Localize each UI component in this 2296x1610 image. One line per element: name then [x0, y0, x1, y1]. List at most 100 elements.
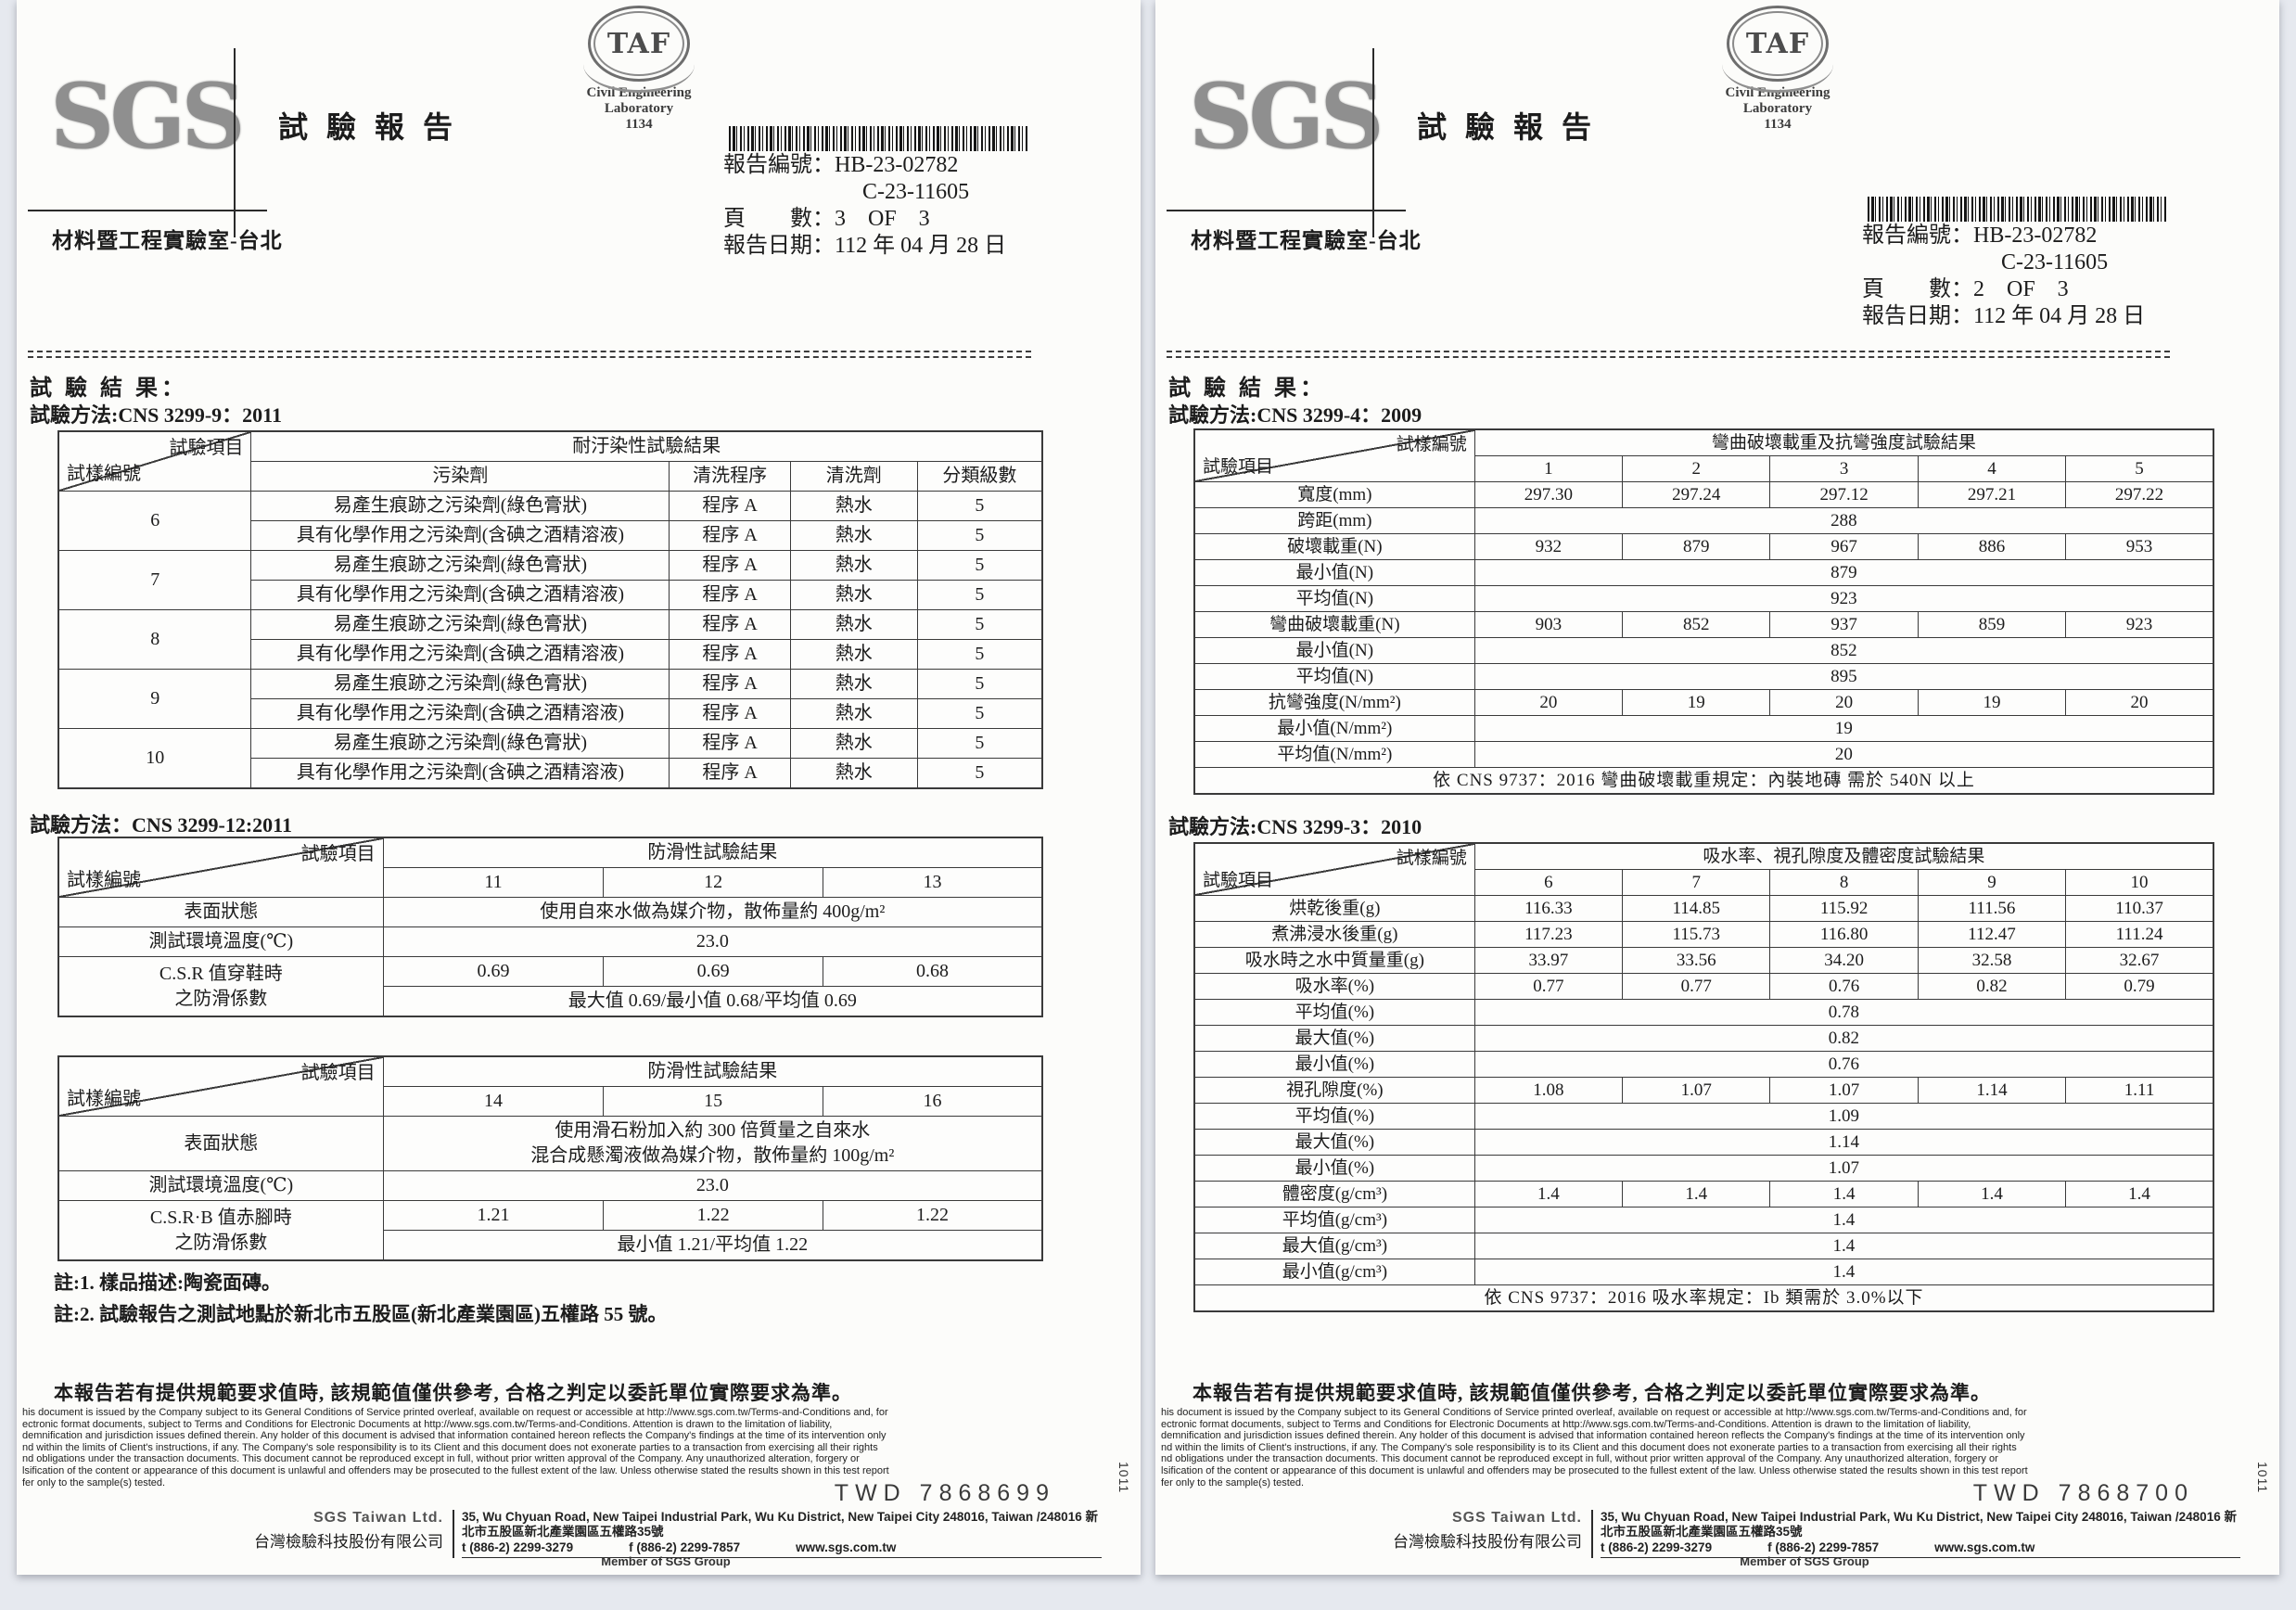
- logo-divider-line: [1372, 48, 1374, 237]
- table-cell: 953: [2065, 533, 2214, 560]
- signature-divider: [453, 1510, 454, 1558]
- table-cell: 886: [1917, 533, 2067, 560]
- table-cell: 9: [57, 669, 252, 729]
- table-cell: 1.07: [1769, 1077, 1919, 1104]
- table-cell: 彎曲破壞載重(N): [1193, 611, 1475, 638]
- taf-accreditation-logo: TAF Civil Engineering Laboratory 1134: [569, 6, 708, 133]
- company-names: SGS Taiwan Ltd. 台灣檢驗科技股份有限公司: [1313, 1510, 1591, 1558]
- table-cell: 1: [1473, 455, 1624, 482]
- table-row: 試樣編號 試驗項目 彎曲破壞載重及抗彎強度試驗結果: [1193, 428, 2214, 482]
- diagonal-header-cell: 試樣編號 試驗項目: [1193, 842, 1475, 896]
- table-cell-line: C.S.R·B 值赤腳時: [149, 1207, 292, 1228]
- page-title: 試驗報告: [1417, 110, 1611, 144]
- table-cell: 程序 A: [669, 609, 791, 640]
- table-cell: 最小值(%): [1193, 1051, 1475, 1078]
- table-cell: 最小值(N): [1193, 559, 1475, 586]
- table-row: 7 易產生痕跡之污染劑(綠色膏狀) 程序 A 熱水 5: [57, 550, 1043, 610]
- table-row: 破壞載重(N) 932 879 967 886 953: [1193, 533, 2214, 560]
- company-contact: 35, Wu Chyuan Road, New Taipei Industria…: [1601, 1510, 2240, 1558]
- side-code: 1011: [1116, 1462, 1131, 1494]
- table-cell: 清洗程序: [669, 461, 791, 492]
- table-cell: 20: [1473, 689, 1624, 716]
- table-cell: 1.4: [1473, 1181, 1624, 1208]
- table-row: 視孔隙度(%) 1.08 1.07 1.07 1.14 1.11: [1193, 1077, 2214, 1104]
- signature-divider: [1591, 1510, 1593, 1558]
- table-row: 最大值(g/cm³) 1.4: [1193, 1233, 2214, 1259]
- table-cell: 0.76: [1769, 973, 1919, 1000]
- table-row: 煮沸浸水後重(g) 117.23 115.73 116.80 112.47 111.24: [1193, 921, 2214, 948]
- table-cell: 熱水: [789, 580, 918, 610]
- table-row: 具有化學作用之污染劑(含碘之酒精溶液) 程序 A 熱水 5: [58, 758, 1043, 789]
- phone: t (886-2) 2299-3279: [462, 1540, 574, 1554]
- table-cell: 烘乾後重(g): [1193, 895, 1475, 922]
- taf-wreath-icon: [1722, 36, 1833, 93]
- page-count-line: 頁 數：3 OF 3: [723, 207, 930, 231]
- table-cell: 932: [1473, 533, 1624, 560]
- table-cell: 903: [1473, 611, 1624, 638]
- report-info-block: 報告編號：HB-23-02782 C-23-11605 頁 數：2 OF 3 報…: [1862, 197, 2196, 329]
- corner-top-label: 試驗項目: [300, 1063, 376, 1083]
- table-cell: 1.22: [603, 1200, 823, 1231]
- table-cell: 117.23: [1473, 921, 1624, 948]
- result-heading: 試 驗 結 果：: [1168, 377, 1326, 401]
- table-cell: 1.4: [2065, 1181, 2214, 1208]
- table-cell: 平均值(g/cm³): [1193, 1207, 1475, 1233]
- taf-oval-icon: TAF: [1722, 6, 1833, 93]
- table-row: 跨距(mm) 288: [1193, 507, 2214, 534]
- company-name-zh: 台灣檢驗科技股份有限公司: [1393, 1533, 1582, 1551]
- table-row: 6 易產生痕跡之污染劑(綠色膏狀) 程序 A 熱水 5: [57, 491, 1043, 551]
- table-cell: 表面狀態: [57, 897, 384, 927]
- table-cell: 1.07: [1473, 1155, 2214, 1182]
- report-date-line: 報告日期：112 年 04 月 28 日: [1862, 304, 2146, 328]
- table-cell: 使用滑石粉加入約 300 倍質量之自來水 混合成懸濁液做為媒介物，散佈量約 100…: [382, 1116, 1043, 1171]
- table-row: 表面狀態 使用滑石粉加入約 300 倍質量之自來水 混合成懸濁液做為媒介物，散佈量約…: [57, 1116, 1043, 1171]
- company-name-en: SGS Taiwan Ltd.: [313, 1510, 443, 1526]
- table-cell: 288: [1473, 507, 2214, 534]
- table-cell: 最小值(N/mm²): [1193, 715, 1475, 742]
- table-cell: 15: [603, 1086, 823, 1117]
- table-cell: 879: [1622, 533, 1771, 560]
- table-row: C.S.R 值穿鞋時 之防滑係數 0.69 0.69 0.68: [57, 956, 1043, 1017]
- table-cell: 熱水: [789, 728, 918, 759]
- water-absorption-table: 試樣編號 試驗項目 吸水率、視孔隙度及體密度試驗結果 6 7 8 9 10 烘乾後重(g) 116…: [1193, 842, 2214, 1312]
- fax: f (886-2) 2299-7857: [629, 1540, 741, 1554]
- page-count-line: 頁 數：2 OF 3: [1862, 277, 2069, 301]
- table-cell: 1.11: [2065, 1077, 2214, 1104]
- table-cell: 跨距(mm): [1193, 507, 1475, 534]
- table-row: 平均值(N/mm²) 20: [1193, 741, 2214, 768]
- table-cell: 最大值(%): [1193, 1129, 1475, 1156]
- table-cell: 平均值(%): [1193, 999, 1475, 1026]
- table-row: 8 易產生痕跡之污染劑(綠色膏狀) 程序 A 熱水 5: [57, 609, 1043, 670]
- twd-serial-number: TWD 7868700: [1972, 1480, 2194, 1506]
- table-cell: 297.24: [1622, 481, 1771, 508]
- logo-divider-line: [234, 48, 236, 237]
- table-cell: 具有化學作用之污染劑(含碘之酒精溶液): [250, 758, 670, 789]
- table-cell: 111.56: [1917, 895, 2067, 922]
- table-cell: 5: [916, 639, 1043, 670]
- table-cell: 5: [916, 758, 1043, 789]
- table-row: 試驗項目 試樣編號 防滑性試驗結果: [57, 1055, 1043, 1117]
- table-cell: 8: [57, 609, 252, 670]
- table-cell: 程序 A: [669, 520, 791, 551]
- table-cell: 0.77: [1622, 973, 1771, 1000]
- corner-bottom-label: 試樣編號: [67, 1089, 141, 1109]
- result-heading: 試 驗 結 果：: [30, 377, 187, 401]
- member-line: Member of SGS Group: [601, 1554, 731, 1568]
- table-cell: 5: [916, 520, 1043, 551]
- table-row: 烘乾後重(g) 116.33 114.85 115.92 111.56 110.37: [1193, 895, 2214, 922]
- table-cell: 0.69: [382, 956, 605, 987]
- table-cell: 0.69: [603, 956, 823, 987]
- table-cell: 熱水: [789, 520, 918, 551]
- table-cell: 最小值(g/cm³): [1193, 1259, 1475, 1285]
- table-cell: 熱水: [789, 698, 918, 729]
- table-cell: 297.21: [1917, 481, 2067, 508]
- logo-underline: [1167, 210, 1406, 211]
- table-row: 最小值(N) 879: [1193, 559, 2214, 586]
- table-cell: 程序 A: [669, 550, 791, 581]
- table-row: 最小值(g/cm³) 1.4: [1193, 1259, 2214, 1285]
- table-cell: 1.09: [1473, 1103, 2214, 1130]
- table-row: 吸水時之水中質量重(g) 33.97 33.56 34.20 32.58 32.67: [1193, 947, 2214, 974]
- test-method-1: 試驗方法:CNS 3299-9：2011: [30, 403, 282, 427]
- table-cell: 最大值(%): [1193, 1025, 1475, 1052]
- contact-line: t (886-2) 2299-3279 f (886-2) 2299-7857 …: [462, 1540, 1102, 1554]
